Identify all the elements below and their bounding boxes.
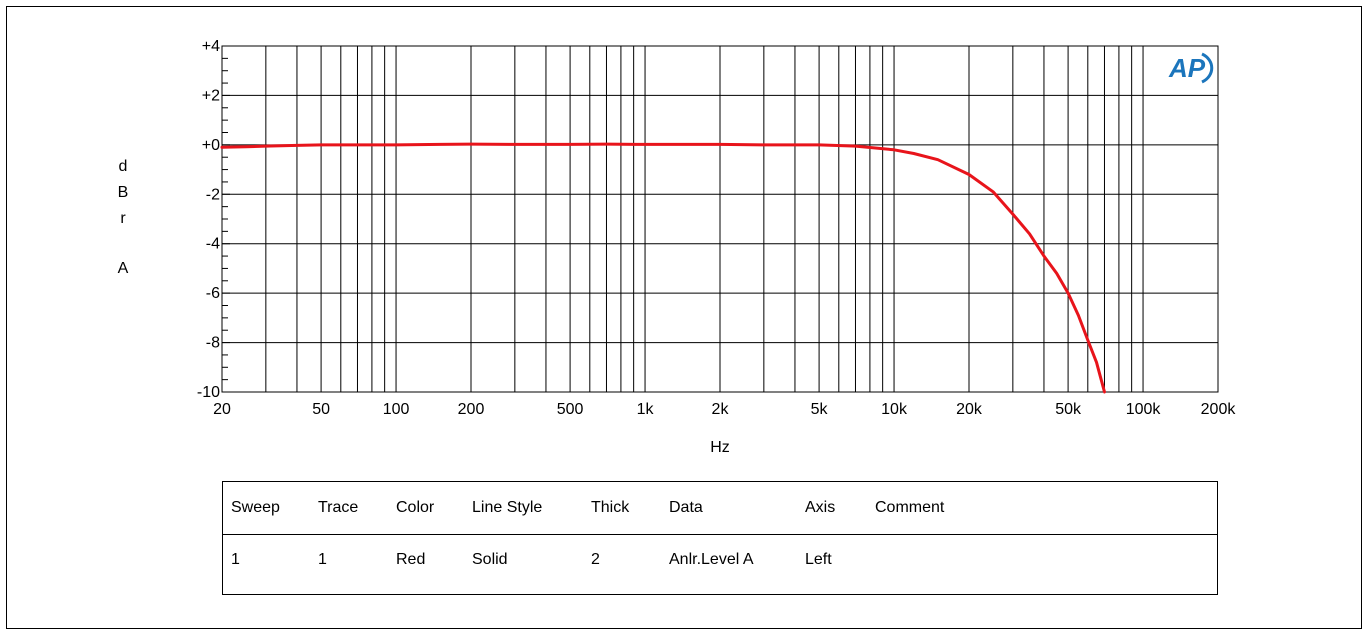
axis-ticks xyxy=(222,45,230,393)
ap-logo-icon: AP xyxy=(1168,52,1214,84)
x-tick-label: 100 xyxy=(383,401,410,418)
legend-row-line-style: Solid xyxy=(472,551,508,568)
y-tick-label: -8 xyxy=(206,335,220,352)
series-line-1 xyxy=(220,142,1106,394)
y-tick-label: -2 xyxy=(206,186,220,203)
y-tick-label: +2 xyxy=(202,87,220,104)
legend-row-trace: 1 xyxy=(318,551,327,568)
y-axis-label-letter-4: A xyxy=(117,260,129,277)
y-axis-label-letter-2: B xyxy=(117,184,129,201)
y-axis-label-letter-1: d xyxy=(118,158,128,175)
y-axis-label-letter-3: r xyxy=(120,210,126,227)
y-tick-label: -4 xyxy=(206,236,220,253)
legend-header-sweep: Sweep xyxy=(231,499,280,516)
graph-frame xyxy=(6,6,1362,629)
legend-row-thick: 2 xyxy=(591,551,600,568)
y-tick-label: -6 xyxy=(206,285,220,302)
x-tick-label: 200k xyxy=(1201,401,1237,418)
x-tick-label: 1k xyxy=(637,401,655,418)
legend-divider xyxy=(223,534,1217,535)
x-tick-label: 20 xyxy=(213,401,231,418)
legend-header-axis: Axis xyxy=(805,499,836,516)
legend-header-trace: Trace xyxy=(318,499,359,516)
legend-header-thick: Thick xyxy=(591,499,630,516)
y-tick-label: +4 xyxy=(202,38,220,55)
x-tick-label: 10k xyxy=(881,401,908,418)
legend-table: Sweep Trace Color Line Style Thick Data … xyxy=(222,481,1218,595)
plot-area-border xyxy=(221,45,1219,393)
grid xyxy=(222,45,1218,393)
x-axis-label: Hz xyxy=(710,439,730,456)
series-layer xyxy=(220,142,1106,394)
x-tick-label: 2k xyxy=(712,401,730,418)
legend-header-line-style: Line Style xyxy=(472,499,543,516)
legend-row-data: Anlr.Level A xyxy=(669,551,754,568)
x-tick-label: 20k xyxy=(956,401,983,418)
y-tick-label: -10 xyxy=(197,384,220,401)
ap-logo-text: AP xyxy=(1168,53,1206,83)
x-tick-label: 5k xyxy=(811,401,829,418)
legend-header-color: Color xyxy=(396,499,435,516)
y-tick-label: +0 xyxy=(202,137,220,154)
x-tick-label: 50 xyxy=(312,401,330,418)
x-tick-label: 200 xyxy=(458,401,485,418)
legend-header-comment: Comment xyxy=(875,499,945,516)
x-tick-label: 500 xyxy=(557,401,584,418)
x-tick-label: 100k xyxy=(1126,401,1162,418)
legend-row-color: Red xyxy=(396,551,426,568)
legend-row-axis: Left xyxy=(805,551,832,568)
legend-header-data: Data xyxy=(669,499,703,516)
x-tick-label: 50k xyxy=(1055,401,1082,418)
legend-row-sweep: 1 xyxy=(231,551,240,568)
